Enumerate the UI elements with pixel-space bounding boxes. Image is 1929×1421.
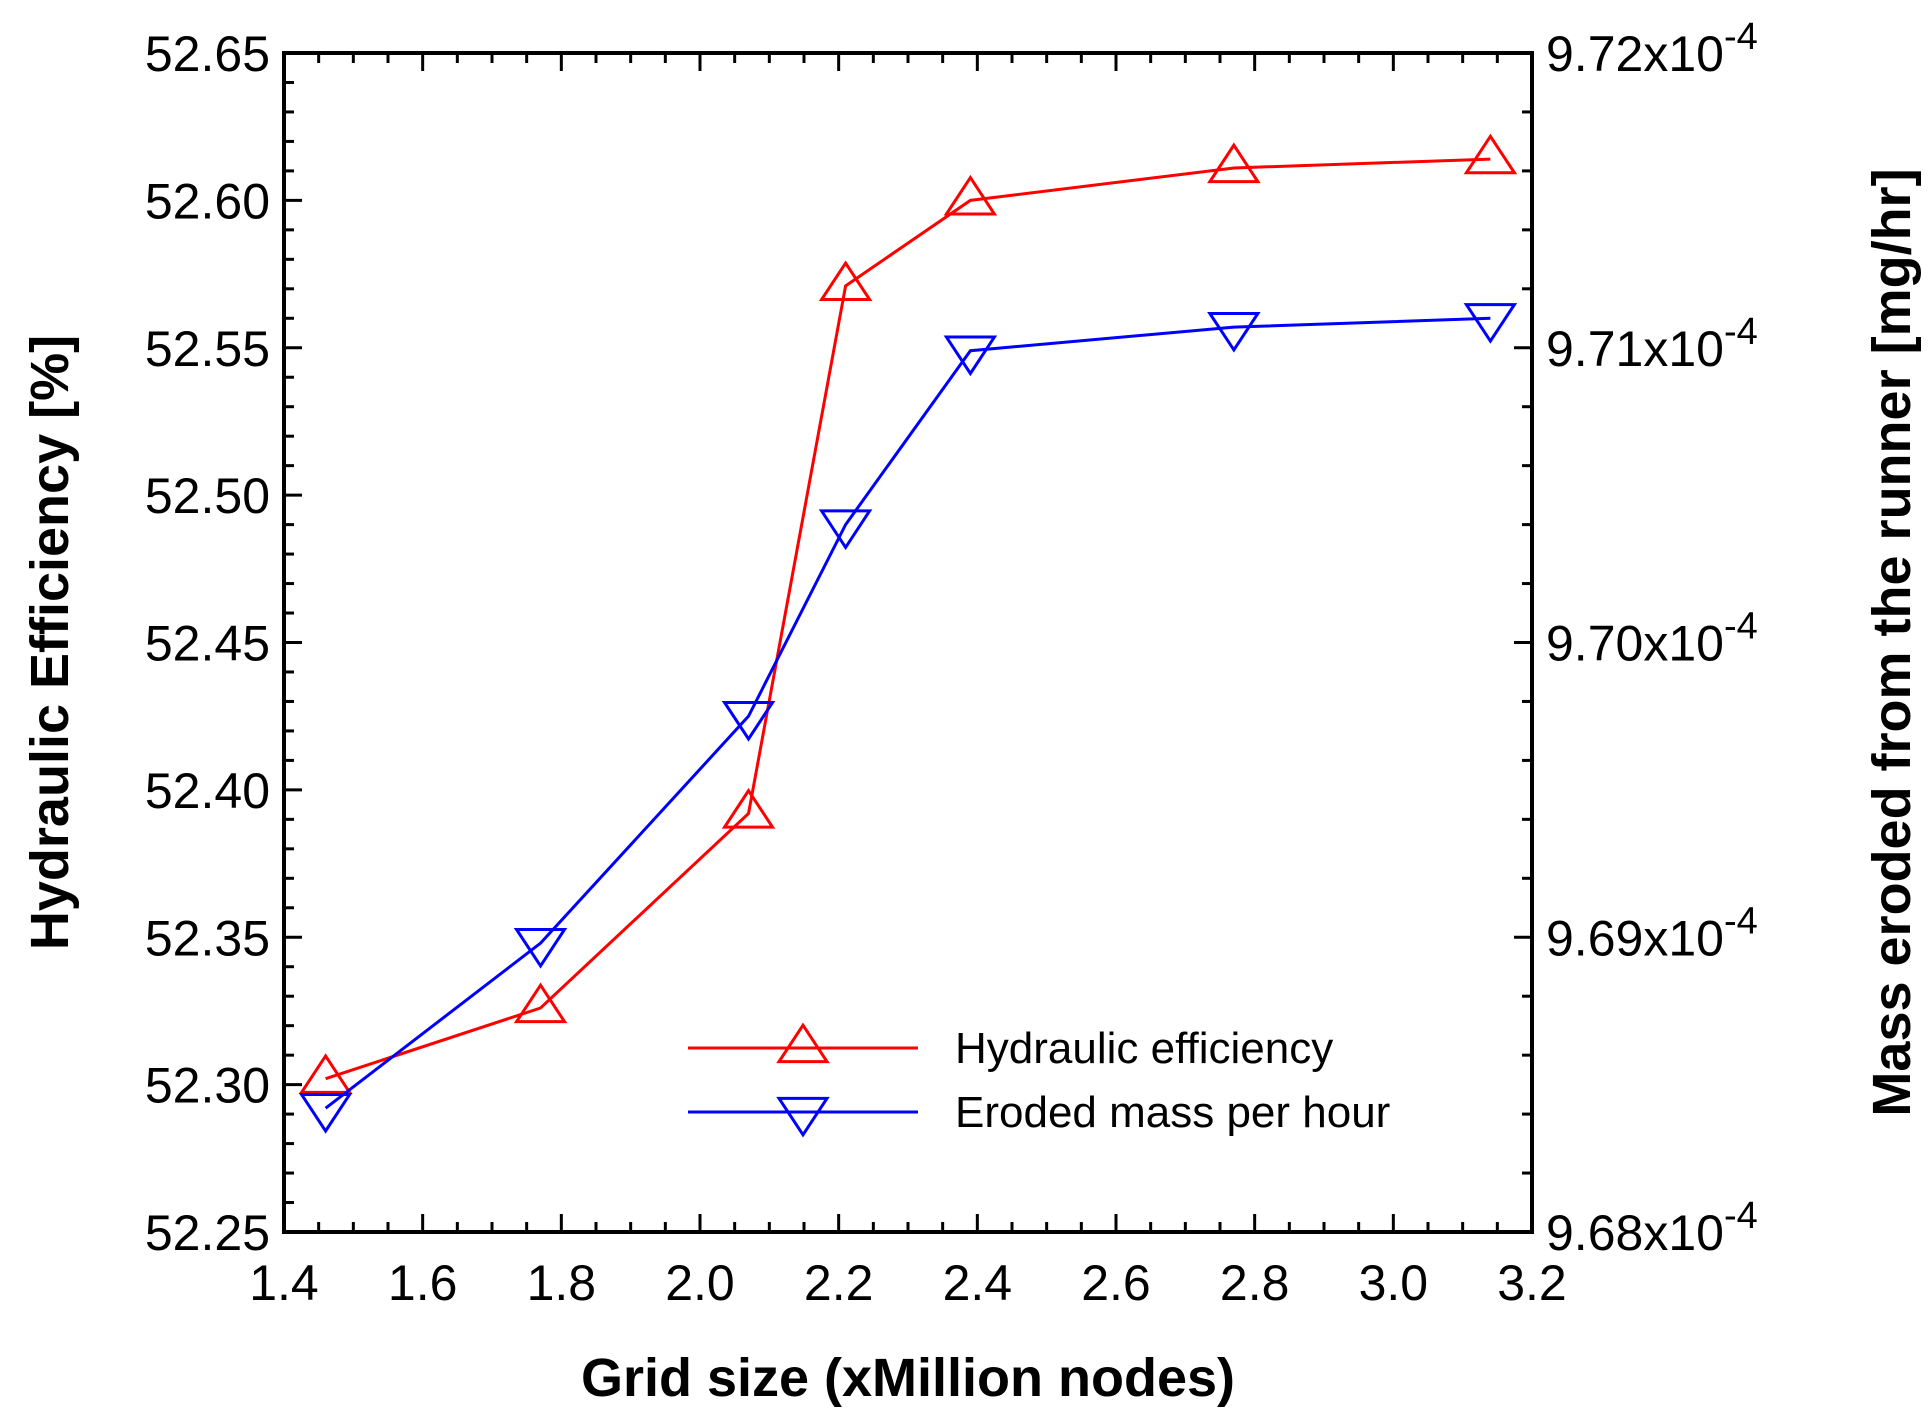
x-tick-label: 2.0: [665, 1255, 735, 1311]
data-point-hydraulic-efficiency: [721, 787, 776, 829]
x-tick-label: 2.8: [1220, 1255, 1290, 1311]
x-axis-title: Grid size (xMillion nodes): [581, 1348, 1235, 1408]
x-tick-label: 1.6: [388, 1255, 458, 1311]
data-point-eroded-mass-per-hour: [943, 335, 998, 377]
legend-label-hydraulic-efficiency: Hydraulic efficiency: [955, 1024, 1333, 1073]
data-point-hydraulic-efficiency: [513, 982, 568, 1024]
y-tick-label: 52.40: [145, 763, 270, 819]
x-tick-label: 3.0: [1359, 1255, 1429, 1311]
legend-label-eroded-mass: Eroded mass per hour: [955, 1088, 1390, 1137]
y-tick-label: 52.25: [145, 1205, 270, 1261]
data-point-hydraulic-efficiency: [298, 1053, 353, 1094]
y2-tick-label: 9.72x10-4: [1546, 16, 1758, 82]
y-tick-label: 52.35: [145, 910, 270, 966]
x-tick-label: 1.8: [527, 1255, 597, 1311]
series-layer: [298, 133, 1518, 1134]
data-point-hydraulic-efficiency: [1463, 133, 1518, 175]
series-line-hydraulic-efficiency: [325, 157, 1491, 1081]
data-point-eroded-mass-per-hour: [1207, 311, 1261, 353]
legend-marker-eroded-mass: [776, 1096, 830, 1138]
series-line-eroded-mass-per-hour: [324, 316, 1491, 1110]
y-tick-label: 52.55: [145, 321, 270, 377]
y2-axis-title: Mass eroded from the runner [mg/hr]: [1862, 168, 1922, 1116]
legend-marker-hydraulic-efficiency: [776, 1022, 830, 1064]
y-tick-label: 52.60: [145, 173, 270, 229]
x-tick-label: 2.2: [804, 1255, 874, 1311]
y2-tick-label: 9.70x10-4: [1546, 606, 1758, 672]
data-point-eroded-mass-per-hour: [721, 701, 776, 742]
plot-frame: [282, 51, 1534, 1234]
data-point-hydraulic-efficiency: [943, 174, 998, 216]
y-tick-label: 52.45: [145, 616, 270, 672]
data-point-hydraulic-efficiency: [1207, 142, 1261, 184]
y-tick-label: 52.30: [145, 1058, 270, 1114]
y-axis-title: Hydraulic Efficiency [%]: [20, 335, 80, 950]
x-tick-label: 2.6: [1081, 1255, 1151, 1311]
x-tick-label: 3.2: [1497, 1255, 1567, 1311]
legend: Hydraulic efficiency Eroded mass per hou…: [688, 1022, 1390, 1138]
y-tick-label: 52.50: [145, 468, 270, 524]
tick-labels: 1.4 1.6 1.8 2.0 2.2 2.4 2.6 2.8 3.0 3.2 52.25 52.30…: [145, 16, 1758, 1311]
x-tick-label: 1.4: [249, 1255, 319, 1311]
y2-tick-label: 9.71x10-4: [1546, 311, 1758, 377]
tick-marks: [282, 51, 1534, 1234]
data-point-eroded-mass-per-hour: [298, 1093, 353, 1134]
y2-tick-label: 9.68x10-4: [1546, 1195, 1758, 1261]
data-point-eroded-mass-per-hour: [1463, 303, 1518, 344]
y2-tick-label: 9.69x10-4: [1546, 900, 1758, 966]
y-tick-label: 52.65: [145, 26, 270, 82]
x-tick-label: 2.4: [943, 1255, 1013, 1311]
data-point-eroded-mass-per-hour: [818, 509, 873, 551]
data-point-hydraulic-efficiency: [818, 260, 873, 302]
data-point-eroded-mass-per-hour: [513, 927, 568, 969]
